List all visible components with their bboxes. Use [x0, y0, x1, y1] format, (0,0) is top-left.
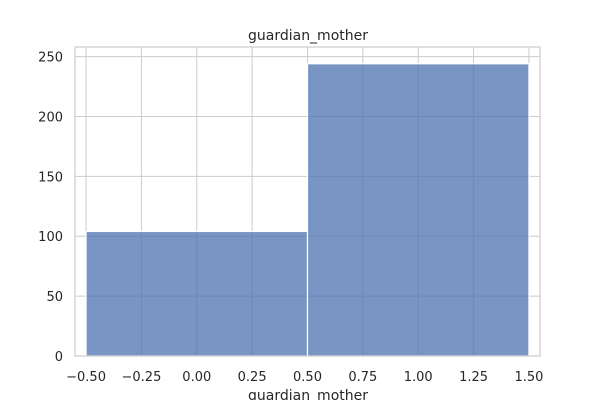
x-axis-label: guardian_mother: [248, 388, 368, 400]
histogram-bar-1: [306, 63, 530, 357]
x-tick-label: 0.75: [348, 370, 377, 385]
histogram-bar-0: [85, 230, 309, 357]
y-tick-labels: 0 50 100 150 200 250: [38, 51, 63, 365]
plot-frame: [74, 46, 541, 357]
y-tick-label: 200: [38, 110, 63, 125]
y-tick-label: 150: [38, 170, 63, 185]
chart-title: guardian_mother: [248, 28, 368, 44]
y-tick-label: 100: [38, 230, 63, 245]
y-tick-label: 250: [38, 51, 63, 66]
x-tick-label: 0.25: [238, 370, 267, 385]
x-tick-label: 1.50: [514, 370, 543, 385]
y-tick-label: 0: [55, 350, 63, 365]
x-tick-label: 1.25: [459, 370, 488, 385]
x-tick-label: −0.25: [122, 370, 162, 385]
x-tick-label: 0.50: [293, 370, 322, 385]
x-tick-label: −0.50: [66, 370, 106, 385]
x-tick-labels: −0.50 −0.25 0.00 0.25 0.50 0.75 1.00 1.25 1.50: [66, 370, 543, 385]
y-tick-label: 50: [46, 290, 63, 305]
x-tick-label: 1.00: [404, 370, 433, 385]
x-tick-label: 0.00: [182, 370, 211, 385]
bars-group: [85, 63, 530, 357]
